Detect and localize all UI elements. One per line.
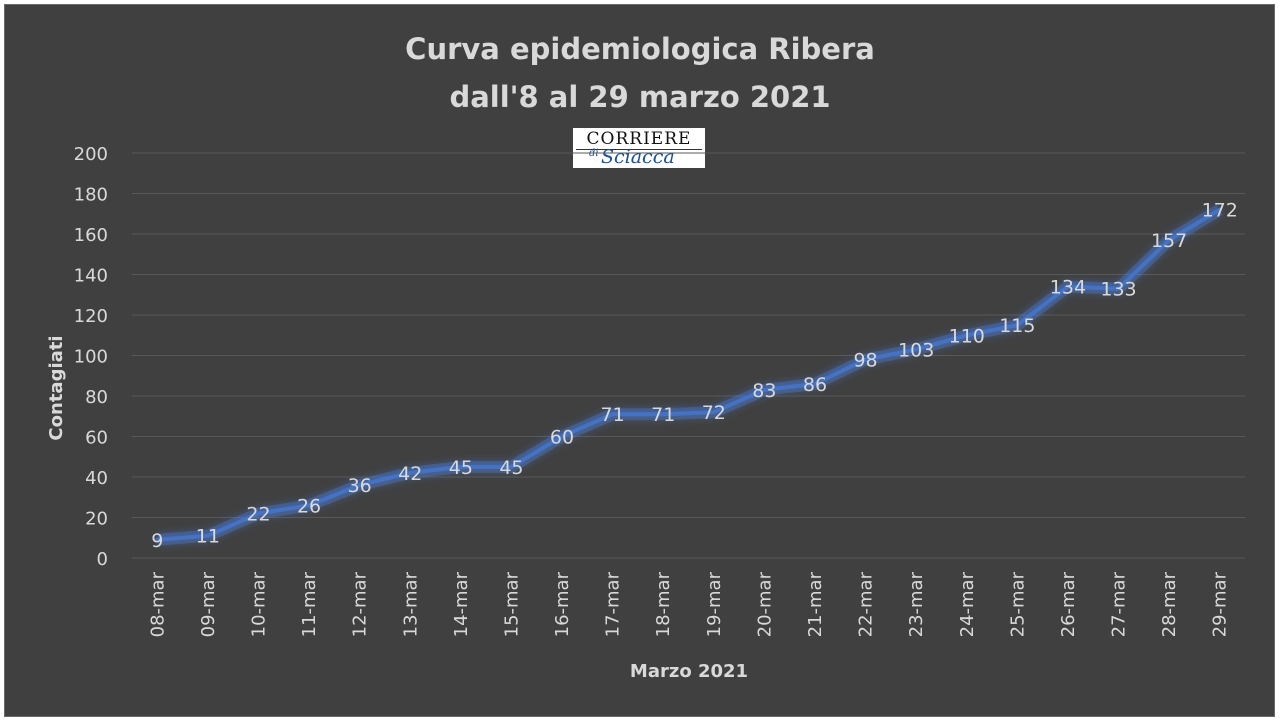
y-tick-label: 100 xyxy=(74,347,108,368)
logo-line2: Sciacca xyxy=(601,146,675,168)
x-tick-label: 21-mar xyxy=(805,571,826,637)
x-axis-ticks: 08-mar 09-mar 10-mar 11-mar 12-mar 13-mar 14-m… xyxy=(147,571,1230,637)
data-label: 26 xyxy=(297,495,321,517)
y-tick-label: 160 xyxy=(74,225,108,246)
x-tick-label: 17-mar xyxy=(603,571,624,637)
x-tick-label: 25-mar xyxy=(1007,571,1028,637)
x-tick-label: 22-mar xyxy=(856,571,877,637)
y-tick-label: 0 xyxy=(97,549,108,570)
x-tick-label: 15-mar xyxy=(501,571,522,637)
x-tick-label: 13-mar xyxy=(400,571,421,637)
y-axis-title: Contagiati xyxy=(46,335,67,440)
data-label: 60 xyxy=(550,427,574,449)
x-tick-label: 14-mar xyxy=(451,571,472,637)
logo-divider xyxy=(576,149,702,150)
x-tick-label: 09-mar xyxy=(198,571,219,637)
data-label: 98 xyxy=(853,350,877,372)
chart-title: Curva epidemiologica Ribera xyxy=(405,32,875,66)
data-label: 157 xyxy=(1151,230,1187,252)
series-line-contagiati xyxy=(155,207,1222,542)
gridlines xyxy=(132,152,1245,559)
data-label: 42 xyxy=(398,463,422,485)
y-tick-label: 120 xyxy=(74,306,108,327)
data-label: 83 xyxy=(752,380,776,402)
y-tick-label: 80 xyxy=(85,387,108,408)
data-label: 45 xyxy=(449,457,473,479)
y-tick-label: 200 xyxy=(74,144,108,165)
x-tick-label: 28-mar xyxy=(1159,571,1180,637)
chart-area xyxy=(4,4,1275,717)
x-tick-label: 08-mar xyxy=(147,571,168,637)
x-tick-label: 18-mar xyxy=(653,571,674,637)
data-label: 11 xyxy=(196,526,220,548)
x-tick-label: 27-mar xyxy=(1109,571,1130,637)
data-label: 22 xyxy=(246,503,270,525)
corriere-di-sciacca-logo: CORRIERE di Sciacca xyxy=(573,128,705,168)
data-label: 71 xyxy=(601,404,625,426)
data-label: 103 xyxy=(898,339,934,361)
data-labels: 9 11 22 26 36 42 45 45 60 71 71 72 83 86 98 103 110 115 13… xyxy=(151,200,1238,552)
y-tick-label: 20 xyxy=(85,509,108,530)
series-glow xyxy=(156,204,1223,546)
data-label: 71 xyxy=(651,404,675,426)
y-tick-label: 180 xyxy=(74,185,108,206)
x-tick-label: 12-mar xyxy=(350,571,371,637)
data-label: 36 xyxy=(348,475,372,497)
data-label: 133 xyxy=(1100,279,1136,301)
y-tick-label: 140 xyxy=(74,266,108,287)
data-label: 9 xyxy=(151,530,163,552)
data-label: 72 xyxy=(702,402,726,424)
x-tick-label: 19-mar xyxy=(704,571,725,637)
data-label: 172 xyxy=(1202,200,1238,222)
x-tick-label: 10-mar xyxy=(248,571,269,637)
x-axis-title: Marzo 2021 xyxy=(630,661,748,682)
data-label: 110 xyxy=(949,325,985,347)
x-tick-label: 24-mar xyxy=(957,571,978,637)
x-tick-label: 23-mar xyxy=(906,571,927,637)
x-tick-label: 20-mar xyxy=(754,571,775,637)
data-label: 45 xyxy=(499,457,523,479)
x-tick-label: 16-mar xyxy=(552,571,573,637)
data-label: 86 xyxy=(803,374,827,396)
x-tick-label: 11-mar xyxy=(299,571,320,637)
logo-line1: CORRIERE xyxy=(586,129,692,149)
y-tick-label: 40 xyxy=(85,468,108,489)
x-tick-label: 29-mar xyxy=(1210,571,1231,637)
data-label: 134 xyxy=(1050,277,1086,299)
y-axis-ticks: 0 20 40 60 80 100 120 140 160 180 200 xyxy=(74,144,108,570)
data-label: 115 xyxy=(999,315,1035,337)
y-tick-label: 60 xyxy=(85,428,108,449)
x-tick-label: 26-mar xyxy=(1058,571,1079,637)
chart-subtitle: dall'8 al 29 marzo 2021 xyxy=(449,80,831,114)
